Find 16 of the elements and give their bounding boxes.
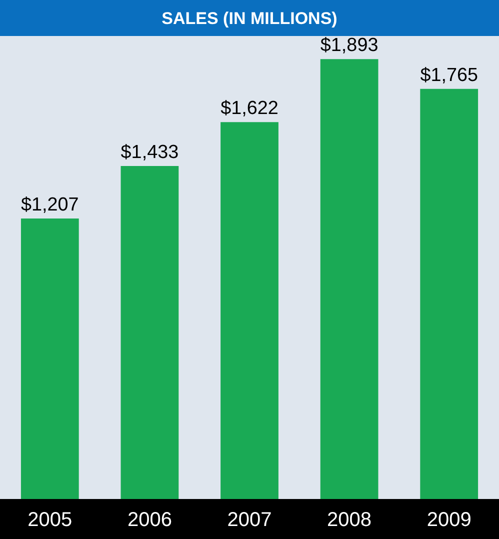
chart-title: SALES (IN MILLIONS) [162,8,338,28]
data-label: $1,765 [420,64,478,86]
bar [420,88,478,499]
x-tick-label: 2007 [227,509,272,531]
data-label: $1,622 [220,98,278,120]
data-label: $1,893 [320,35,378,56]
data-label: $1,207 [20,194,79,216]
x-tick-label: 2009 [426,509,472,531]
bar [20,218,79,499]
bar [120,166,179,499]
x-tick-label: 2006 [127,509,172,531]
bar [320,59,378,499]
x-tick-label: 2008 [327,509,372,531]
x-tick-label: 2005 [28,509,72,531]
bar [220,122,278,499]
data-label: $1,433 [120,142,179,164]
